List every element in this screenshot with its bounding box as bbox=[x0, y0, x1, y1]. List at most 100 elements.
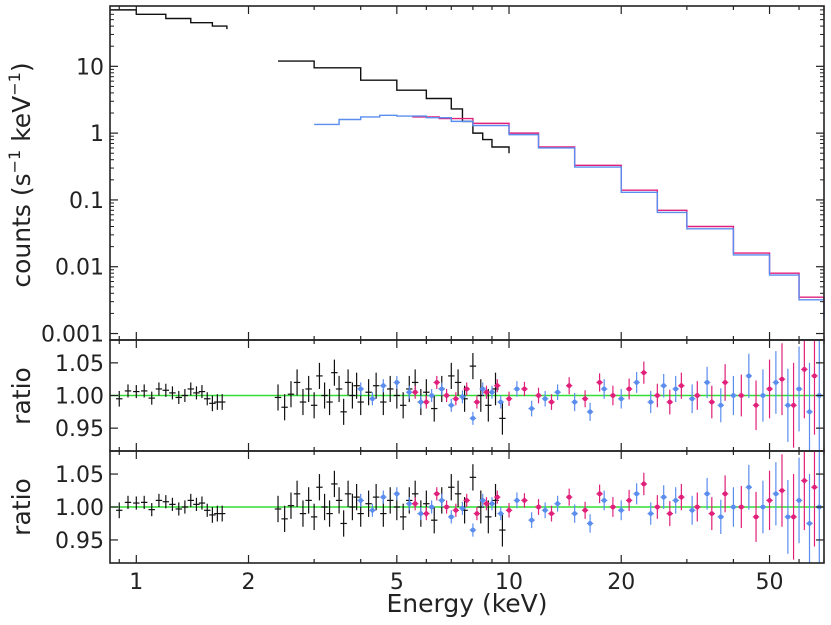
data-point bbox=[587, 521, 593, 526]
data-point bbox=[618, 507, 624, 513]
data-point bbox=[555, 501, 560, 507]
data-point bbox=[514, 386, 520, 392]
data-point bbox=[648, 511, 654, 516]
data-point bbox=[796, 498, 802, 503]
data-point bbox=[453, 396, 459, 402]
y-tick-label: 0.95 bbox=[55, 529, 104, 554]
y-tick-label: 1.00 bbox=[55, 385, 104, 410]
data-point bbox=[506, 507, 512, 513]
data-point bbox=[358, 386, 364, 392]
data-point bbox=[522, 386, 527, 392]
spectrum-panel: 0.001 0.01 0.1 1 10 bbox=[41, 5, 825, 348]
data-point bbox=[494, 494, 500, 500]
data-point bbox=[722, 380, 728, 385]
data-point bbox=[760, 393, 766, 398]
data-point bbox=[474, 511, 480, 516]
data-point bbox=[618, 396, 624, 402]
data-point bbox=[767, 386, 772, 392]
ratio-frame-2 bbox=[109, 450, 825, 564]
data-point bbox=[704, 491, 710, 497]
data-point bbox=[807, 521, 812, 526]
data-point bbox=[536, 393, 541, 398]
ratio-panel-1: 0.95 1.00 1.05 bbox=[55, 339, 825, 452]
data-point bbox=[753, 514, 759, 520]
data-point bbox=[439, 498, 445, 503]
data-point bbox=[718, 402, 724, 408]
data-point bbox=[746, 484, 752, 490]
data-point bbox=[529, 406, 535, 411]
y-tick-label: 1.05 bbox=[55, 352, 104, 377]
data-point bbox=[796, 386, 802, 392]
data-point bbox=[464, 386, 470, 392]
data-point bbox=[429, 504, 435, 510]
data-point bbox=[464, 498, 470, 503]
data-point bbox=[484, 501, 489, 507]
data-point bbox=[542, 396, 548, 402]
data-point bbox=[626, 386, 632, 392]
data-point bbox=[709, 511, 715, 516]
data-point bbox=[673, 498, 679, 503]
data-point bbox=[434, 491, 440, 497]
data-point bbox=[718, 514, 724, 520]
data-point bbox=[418, 511, 424, 516]
data-point bbox=[634, 491, 640, 497]
x-tick-label: 10 bbox=[495, 570, 523, 595]
data-point bbox=[506, 396, 512, 402]
data-point bbox=[460, 394, 465, 400]
x-tick-label: 20 bbox=[607, 570, 635, 595]
data-point bbox=[673, 386, 679, 392]
data-point bbox=[709, 399, 715, 405]
data-point bbox=[634, 380, 640, 385]
data-point bbox=[694, 504, 700, 510]
data-point bbox=[791, 514, 796, 520]
data-point bbox=[661, 383, 667, 389]
data-point bbox=[597, 491, 603, 497]
data-point bbox=[394, 491, 400, 497]
data-point bbox=[661, 494, 667, 500]
data-point bbox=[785, 514, 791, 520]
y-tick-label: 0.95 bbox=[55, 417, 104, 442]
data-point bbox=[549, 399, 554, 405]
y-tick-label: 1.05 bbox=[55, 463, 104, 488]
spectrum-frame bbox=[109, 5, 825, 341]
data-point bbox=[807, 409, 812, 415]
data-point bbox=[489, 389, 495, 395]
data-point bbox=[418, 399, 424, 405]
data-point bbox=[358, 498, 364, 503]
data-point bbox=[566, 494, 572, 500]
x-tick-label: 1 bbox=[129, 570, 143, 595]
series-hard-pink bbox=[412, 116, 825, 317]
y-tick-label: 1 bbox=[90, 122, 104, 147]
series-hard-blue bbox=[314, 114, 825, 320]
y-axis-label-counts: counts (s−1 keV−1) bbox=[5, 62, 36, 287]
data-point bbox=[773, 491, 779, 497]
series-soft-high bbox=[278, 60, 510, 154]
data-point bbox=[785, 402, 791, 408]
data-point bbox=[667, 399, 673, 405]
series-soft-low bbox=[110, 9, 228, 30]
data-point bbox=[453, 507, 459, 513]
data-point bbox=[601, 386, 607, 392]
data-point bbox=[753, 402, 759, 408]
data-point bbox=[494, 383, 500, 389]
data-point bbox=[498, 511, 504, 516]
y-axis-label-ratio-2: ratio bbox=[7, 478, 36, 536]
data-point bbox=[429, 393, 435, 398]
data-point bbox=[536, 504, 541, 510]
data-point bbox=[582, 396, 588, 402]
data-point bbox=[439, 386, 445, 392]
data-point bbox=[738, 393, 744, 398]
data-point bbox=[522, 498, 527, 503]
data-point bbox=[480, 498, 486, 503]
data-point bbox=[529, 517, 535, 523]
data-point bbox=[689, 507, 695, 513]
data-point bbox=[610, 393, 616, 398]
data-point bbox=[406, 389, 412, 395]
data-point bbox=[587, 409, 593, 415]
data-point bbox=[474, 399, 480, 405]
data-point bbox=[489, 501, 495, 507]
data-point bbox=[801, 478, 807, 484]
x-tick-label: 2 bbox=[242, 570, 256, 595]
data-point bbox=[380, 383, 386, 389]
